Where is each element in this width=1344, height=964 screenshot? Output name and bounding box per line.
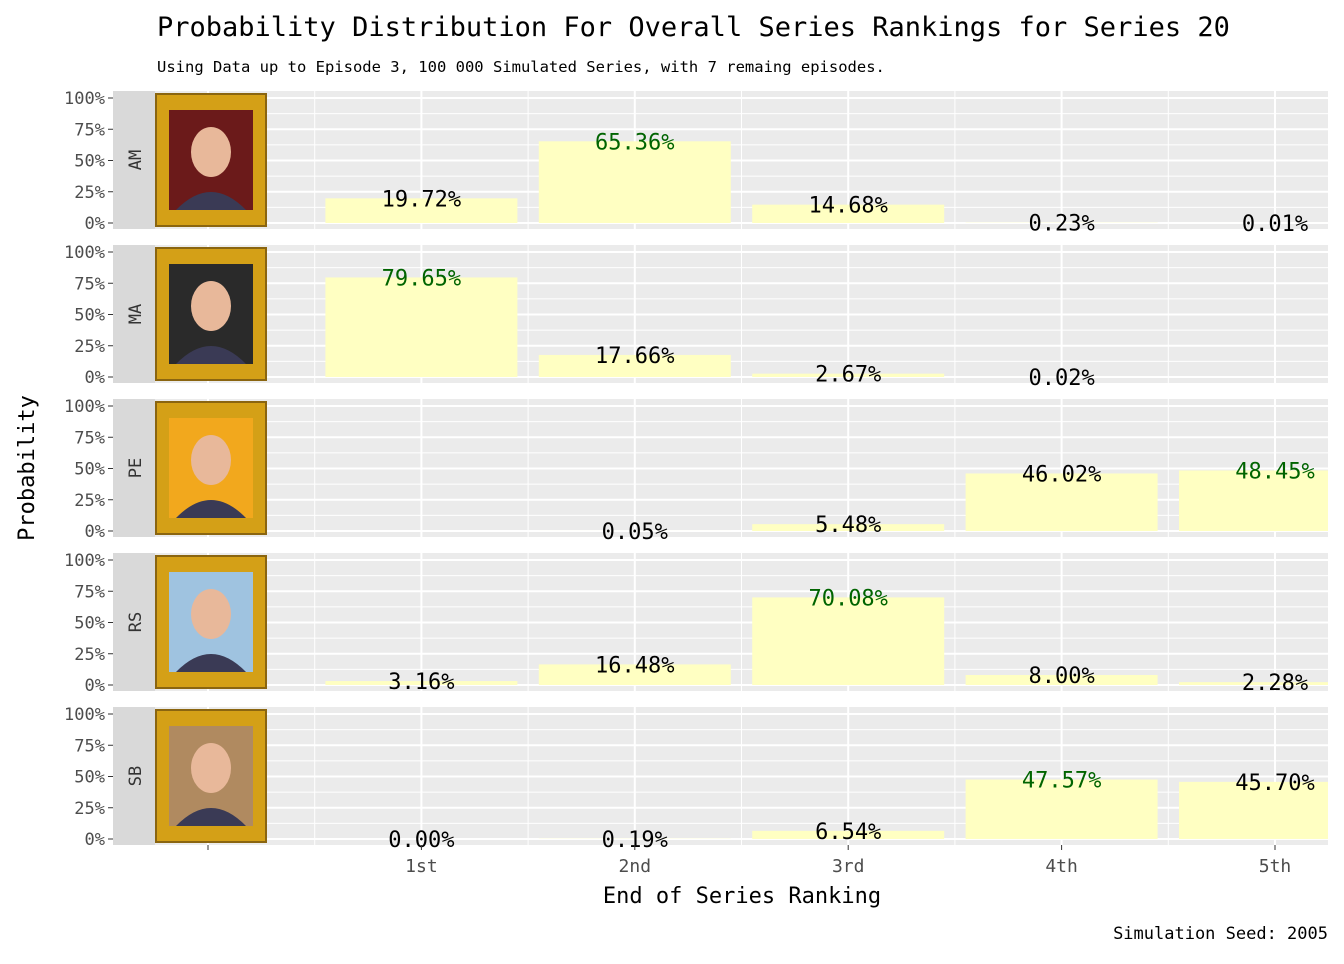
y-tick-label: 50%	[74, 306, 105, 326]
y-tick-label: 25%	[74, 491, 105, 511]
data-label: 5.48%	[815, 513, 881, 538]
data-label: 45.70%	[1235, 771, 1314, 796]
y-tick-label: 0%	[85, 676, 105, 696]
data-label: 6.54%	[815, 820, 881, 845]
x-axis-label: End of Series Ranking	[603, 884, 881, 909]
portrait-face	[191, 127, 231, 177]
data-label: 79.65%	[382, 266, 461, 291]
data-label: 47.57%	[1022, 769, 1101, 794]
chart-subtitle: Using Data up to Episode 3, 100 000 Simu…	[157, 58, 885, 76]
y-tick-label: 75%	[74, 120, 105, 140]
data-label: 2.67%	[815, 363, 881, 388]
data-label: 14.68%	[808, 194, 887, 219]
y-tick-label: 0%	[85, 522, 105, 542]
data-label: 3.16%	[388, 670, 454, 695]
y-tick-label: 75%	[74, 582, 105, 602]
data-label: 65.36%	[595, 130, 674, 155]
y-tick-label: 100%	[64, 243, 105, 263]
data-label: 2.28%	[1242, 671, 1308, 696]
y-tick-label: 75%	[74, 428, 105, 448]
y-tick-label: 50%	[74, 152, 105, 172]
portrait-face	[191, 435, 231, 485]
data-label: 46.02%	[1022, 462, 1101, 487]
x-tick-label: 2nd	[619, 856, 652, 877]
bar-ma-1st	[325, 277, 517, 377]
facet-panel-am: AM 0% 25% 50% 75% 100% 19.72% 65.36% 14.68% 0.23%…	[64, 89, 1344, 237]
y-tick-label: 50%	[74, 460, 105, 480]
data-label: 0.01%	[1242, 212, 1308, 237]
y-tick-label: 0%	[85, 830, 105, 850]
facet-label: AM	[126, 150, 146, 170]
x-tick-label: 4th	[1045, 856, 1078, 877]
y-tick-label: 100%	[64, 551, 105, 571]
y-tick-label: 100%	[64, 705, 105, 725]
portrait-face	[191, 281, 231, 331]
x-tick-label: 1st	[405, 856, 438, 877]
facet-panel-sb: SB0%25%50%75%100%0.00%0.19%6.54%47.57%45…	[64, 705, 1344, 853]
data-label: 19.72%	[382, 187, 461, 212]
y-tick-label: 50%	[74, 768, 105, 788]
data-label: 70.08%	[808, 586, 887, 611]
y-axis-label: Probability	[15, 395, 40, 541]
data-label: 0.05%	[602, 520, 668, 545]
y-tick-label: 100%	[64, 89, 105, 109]
data-label: 0.02%	[1028, 366, 1094, 391]
x-tick-label: 5th	[1259, 856, 1292, 877]
y-tick-label: 25%	[74, 183, 105, 203]
data-label: 8.00%	[1028, 664, 1094, 689]
y-tick-label: 25%	[74, 337, 105, 357]
facet-panel-pe: PE 0% 25% 50% 75% 100% 0.05% 5.48% 46.02% 48.45%	[64, 397, 1344, 545]
portrait-face	[191, 589, 231, 639]
facet-label: SB	[126, 766, 146, 786]
y-tick-label: 75%	[74, 736, 105, 756]
y-tick-label: 50%	[74, 614, 105, 634]
facet-label: RS	[126, 612, 146, 632]
data-label: 16.48%	[595, 653, 674, 678]
y-tick-label: 75%	[74, 274, 105, 294]
portrait-face	[191, 743, 231, 793]
x-tick-label: 3rd	[832, 856, 865, 877]
data-label: 17.66%	[595, 344, 674, 369]
y-tick-label: 25%	[74, 799, 105, 819]
facet-panel-ma: MA 0% 25% 50% 75% 100% 79.65% 17.66% 2.67% 0.02%	[64, 243, 1344, 391]
y-tick-label: 100%	[64, 397, 105, 417]
data-label: 48.45%	[1235, 459, 1314, 484]
chart-title: Probability Distribution For Overall Ser…	[157, 12, 1230, 43]
y-tick-label: 0%	[85, 368, 105, 388]
facet-panel-rs: RS 0% 25% 50% 75% 100% 3.16% 16.48% 70.08% 8.00% 2…	[64, 551, 1344, 696]
data-label: 0.23%	[1028, 212, 1094, 237]
facet-label: PE	[126, 458, 146, 478]
y-tick-label: 25%	[74, 645, 105, 665]
facet-label: MA	[126, 304, 146, 324]
y-tick-label: 0%	[85, 214, 105, 234]
caption: Simulation Seed: 2005	[1113, 924, 1328, 944]
